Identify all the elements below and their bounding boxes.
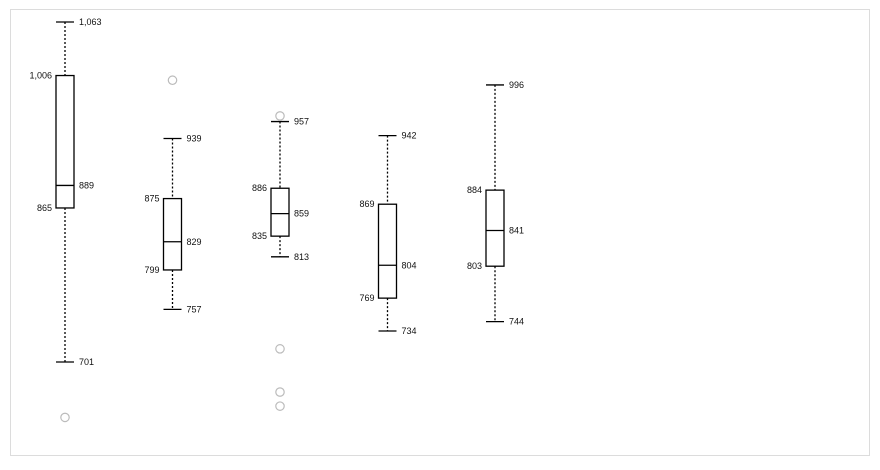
q3-label: 875 <box>144 194 159 204</box>
iqr-box <box>377 203 398 299</box>
iqr-box <box>55 74 75 209</box>
q1-label: 803 <box>467 261 482 271</box>
q3-label: 1,006 <box>29 71 52 81</box>
median-label: 859 <box>294 209 309 219</box>
q1-label: 835 <box>252 231 267 241</box>
q1-label: 769 <box>359 293 374 303</box>
min-label: 701 <box>79 357 94 367</box>
outlier-point <box>275 111 285 121</box>
chart-frame: 1,063 701 889 1,006 865 939 757 829 875 799 957 813… <box>10 9 870 456</box>
min-label: 813 <box>294 252 309 262</box>
outlier-point <box>275 401 285 411</box>
median-label: 829 <box>187 237 202 247</box>
iqr-box <box>270 187 290 237</box>
box-plot-chart: 1,063 701 889 1,006 865 939 757 829 875 799 957 813… <box>29 17 524 423</box>
max-label: 942 <box>402 131 417 141</box>
median-label: 889 <box>79 180 94 190</box>
iqr-box <box>485 189 505 267</box>
outlier-point <box>275 387 285 397</box>
q3-label: 886 <box>252 183 267 193</box>
max-label: 1,063 <box>79 17 102 27</box>
q1-label: 865 <box>37 203 52 213</box>
q3-label: 869 <box>359 199 374 209</box>
max-label: 939 <box>187 133 202 143</box>
median-label: 841 <box>509 226 524 236</box>
max-label: 957 <box>294 117 309 127</box>
q3-label: 884 <box>467 185 482 195</box>
iqr-box <box>162 197 183 271</box>
max-label: 996 <box>509 80 524 90</box>
min-label: 734 <box>402 326 417 336</box>
outlier-point <box>275 344 285 354</box>
min-label: 757 <box>187 304 202 314</box>
outlier-point <box>167 75 178 86</box>
median-label: 804 <box>402 260 417 270</box>
outlier-point <box>60 412 70 423</box>
q1-label: 799 <box>144 265 159 275</box>
min-label: 744 <box>509 317 524 327</box>
